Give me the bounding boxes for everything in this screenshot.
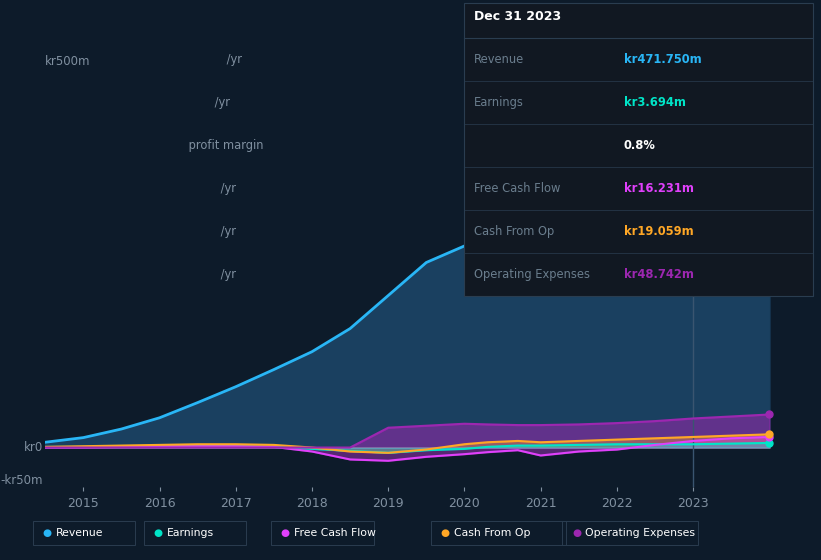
Text: Operating Expenses: Operating Expenses xyxy=(474,268,589,281)
Text: /yr: /yr xyxy=(211,96,230,109)
Text: /yr: /yr xyxy=(217,268,236,281)
Text: /yr: /yr xyxy=(223,53,242,66)
Text: profit margin: profit margin xyxy=(186,139,264,152)
Text: kr48.742m: kr48.742m xyxy=(624,268,694,281)
Text: ●: ● xyxy=(441,528,450,538)
Text: ●: ● xyxy=(572,528,581,538)
Text: ●: ● xyxy=(154,528,163,538)
Text: ●: ● xyxy=(43,528,52,538)
Text: Operating Expenses: Operating Expenses xyxy=(585,528,695,538)
Text: /yr: /yr xyxy=(217,182,236,195)
Text: Revenue: Revenue xyxy=(56,528,103,538)
Text: Cash From Op: Cash From Op xyxy=(454,528,530,538)
Text: kr500m: kr500m xyxy=(45,55,90,68)
Text: kr3.694m: kr3.694m xyxy=(624,96,686,109)
Text: /yr: /yr xyxy=(217,225,236,238)
Text: Cash From Op: Cash From Op xyxy=(474,225,554,238)
Text: Earnings: Earnings xyxy=(167,528,213,538)
Text: kr16.231m: kr16.231m xyxy=(624,182,694,195)
Text: Free Cash Flow: Free Cash Flow xyxy=(474,182,560,195)
Text: Revenue: Revenue xyxy=(474,53,524,66)
Text: kr19.059m: kr19.059m xyxy=(624,225,694,238)
Text: -kr50m: -kr50m xyxy=(1,474,43,487)
Text: kr471.750m: kr471.750m xyxy=(624,53,702,66)
Text: Free Cash Flow: Free Cash Flow xyxy=(294,528,376,538)
Text: kr0: kr0 xyxy=(24,441,43,454)
Text: Earnings: Earnings xyxy=(474,96,524,109)
Text: 0.8%: 0.8% xyxy=(624,139,656,152)
Text: ●: ● xyxy=(281,528,290,538)
Text: Dec 31 2023: Dec 31 2023 xyxy=(474,10,561,22)
